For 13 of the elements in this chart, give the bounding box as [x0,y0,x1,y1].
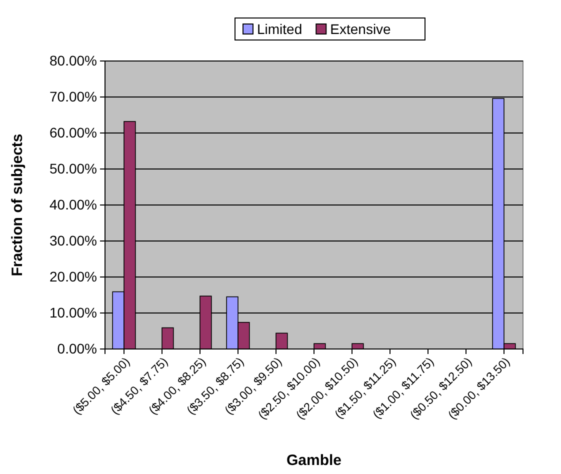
y-tick-label: 50.00% [50,160,97,176]
x-axis-title: Gamble [286,452,342,469]
y-tick-label: 10.00% [50,304,97,320]
legend-label: Extensive [330,21,392,37]
y-tick-label: 20.00% [50,268,97,284]
y-tick-label: 0.00% [57,340,97,356]
y-tick-label: 60.00% [50,124,97,140]
legend-label: Limited [257,21,302,37]
y-tick-label: 30.00% [50,232,97,248]
y-tick-label: 80.00% [50,52,97,68]
y-axis-title: Fraction of subjects [9,134,26,276]
y-tick-label: 70.00% [50,88,97,104]
y-tick-label: 40.00% [50,196,97,212]
